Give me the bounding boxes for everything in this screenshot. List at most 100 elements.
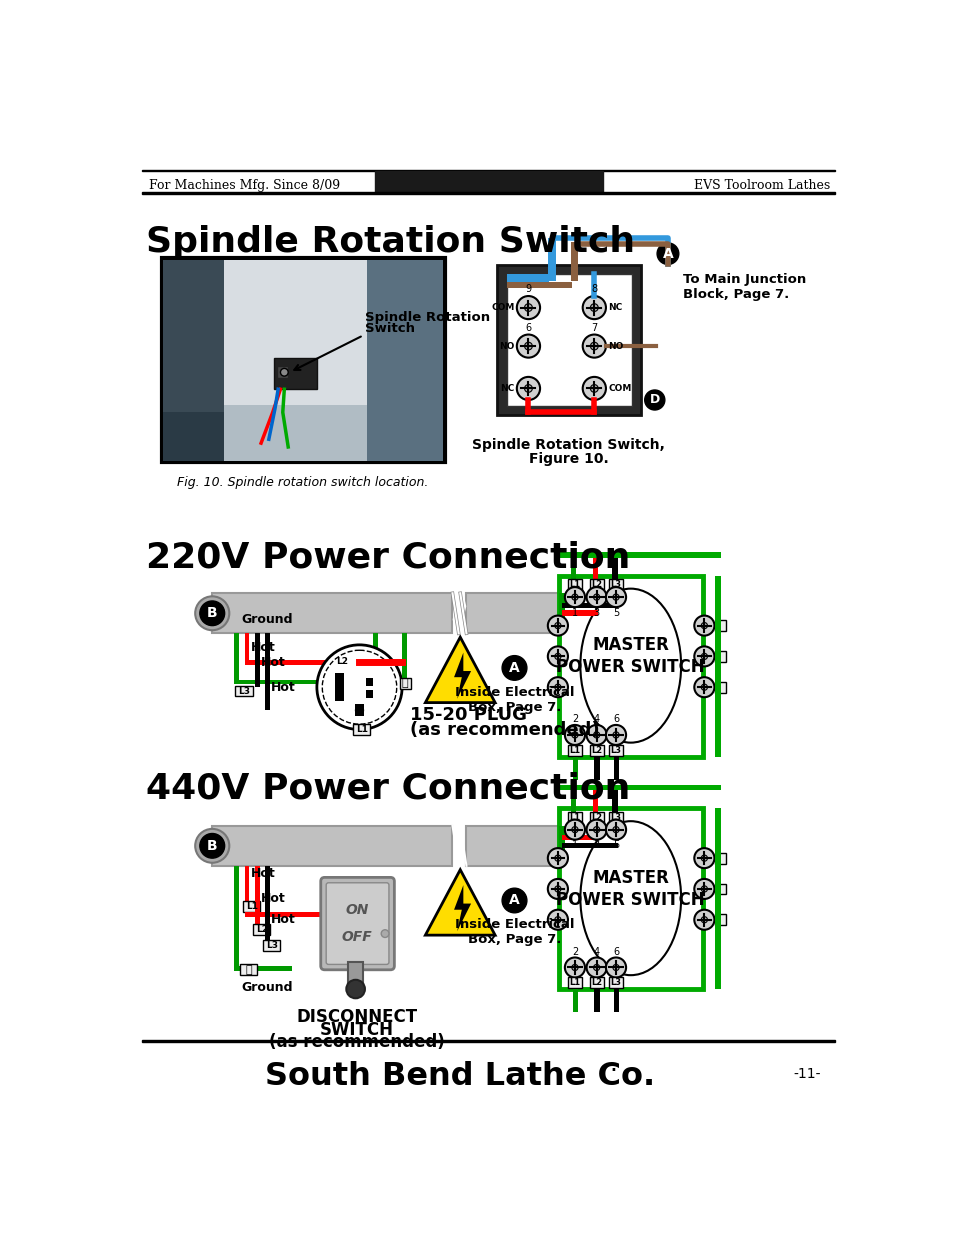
- Bar: [233, 634, 238, 679]
- Text: ELECTRICAL: ELECTRICAL: [437, 175, 539, 190]
- Text: L1: L1: [569, 746, 580, 755]
- Text: Inside Electrical
Box, Page 7.: Inside Electrical Box, Page 7.: [455, 685, 574, 714]
- Bar: [715, 808, 720, 989]
- Text: L3: L3: [610, 813, 620, 821]
- Text: 6: 6: [613, 714, 618, 724]
- Bar: [163, 259, 224, 414]
- Circle shape: [555, 684, 560, 690]
- Circle shape: [199, 601, 224, 626]
- Circle shape: [571, 965, 578, 971]
- Circle shape: [700, 885, 707, 892]
- FancyBboxPatch shape: [326, 883, 389, 965]
- Bar: [402, 634, 406, 679]
- Text: 4: 4: [593, 947, 599, 957]
- Bar: [142, 1040, 835, 1042]
- Circle shape: [547, 848, 567, 868]
- Bar: [335, 673, 344, 701]
- Circle shape: [547, 910, 567, 930]
- Text: L3: L3: [610, 978, 620, 987]
- Bar: [212, 593, 452, 634]
- Bar: [254, 866, 259, 927]
- Circle shape: [605, 725, 625, 745]
- Text: COM: COM: [608, 384, 631, 393]
- Bar: [715, 651, 725, 662]
- Bar: [399, 678, 410, 689]
- Bar: [240, 965, 257, 976]
- Circle shape: [517, 377, 539, 400]
- Circle shape: [555, 916, 560, 923]
- Bar: [567, 579, 581, 590]
- Circle shape: [657, 243, 679, 264]
- Bar: [561, 603, 614, 608]
- Text: Fig. 10. Spindle rotation switch location.: Fig. 10. Spindle rotation switch locatio…: [177, 477, 428, 489]
- Circle shape: [316, 645, 402, 730]
- Circle shape: [582, 335, 605, 358]
- Circle shape: [501, 888, 526, 913]
- Text: 1: 1: [571, 841, 578, 851]
- Bar: [245, 866, 249, 904]
- Polygon shape: [454, 885, 471, 931]
- Text: 15-20 PLUG: 15-20 PLUG: [410, 706, 526, 725]
- Bar: [245, 634, 249, 661]
- Bar: [567, 745, 581, 756]
- Text: 6: 6: [525, 324, 531, 333]
- Bar: [608, 745, 622, 756]
- Circle shape: [524, 384, 532, 393]
- Circle shape: [586, 820, 606, 840]
- Bar: [274, 358, 316, 389]
- Circle shape: [547, 677, 567, 698]
- Text: 2: 2: [571, 947, 578, 957]
- Text: Ground: Ground: [241, 982, 293, 994]
- Circle shape: [346, 979, 365, 998]
- Bar: [466, 593, 558, 634]
- Bar: [506, 282, 571, 288]
- Bar: [497, 266, 640, 415]
- Ellipse shape: [579, 589, 680, 742]
- Text: ON: ON: [345, 904, 369, 918]
- Polygon shape: [425, 869, 495, 935]
- Circle shape: [612, 826, 618, 832]
- Text: Hot: Hot: [271, 913, 295, 926]
- Text: L2: L2: [336, 657, 348, 667]
- Text: Hot: Hot: [261, 892, 286, 905]
- Text: 8: 8: [591, 284, 597, 294]
- Text: SWITCH: SWITCH: [320, 1020, 394, 1039]
- Bar: [365, 690, 373, 698]
- Circle shape: [555, 622, 560, 629]
- Bar: [375, 172, 602, 193]
- Circle shape: [571, 732, 578, 739]
- Bar: [558, 785, 720, 790]
- Bar: [224, 405, 367, 461]
- Text: ⏛: ⏛: [245, 965, 252, 974]
- Bar: [558, 593, 564, 634]
- Bar: [558, 576, 702, 757]
- Bar: [163, 259, 443, 461]
- Bar: [224, 259, 367, 406]
- Text: 6: 6: [613, 947, 618, 957]
- Circle shape: [524, 304, 532, 311]
- Text: Spindle Rotation Switch: Spindle Rotation Switch: [146, 225, 635, 259]
- Circle shape: [355, 705, 364, 715]
- Bar: [466, 826, 558, 866]
- Circle shape: [612, 732, 618, 739]
- Circle shape: [564, 587, 584, 608]
- Text: L2: L2: [591, 746, 601, 755]
- Bar: [567, 811, 581, 823]
- Circle shape: [547, 646, 567, 667]
- Text: L2: L2: [255, 925, 268, 934]
- Bar: [608, 811, 622, 823]
- Text: Hot: Hot: [261, 656, 286, 669]
- Text: 5: 5: [612, 841, 618, 851]
- Circle shape: [547, 879, 567, 899]
- Bar: [245, 911, 337, 916]
- Text: L2: L2: [591, 580, 601, 589]
- Bar: [558, 597, 576, 603]
- Ellipse shape: [579, 821, 680, 976]
- Circle shape: [593, 594, 599, 600]
- Text: Switch: Switch: [365, 322, 415, 336]
- Bar: [162, 258, 444, 462]
- Circle shape: [564, 725, 584, 745]
- Circle shape: [501, 656, 526, 680]
- Text: 7: 7: [591, 324, 597, 333]
- Bar: [212, 826, 452, 866]
